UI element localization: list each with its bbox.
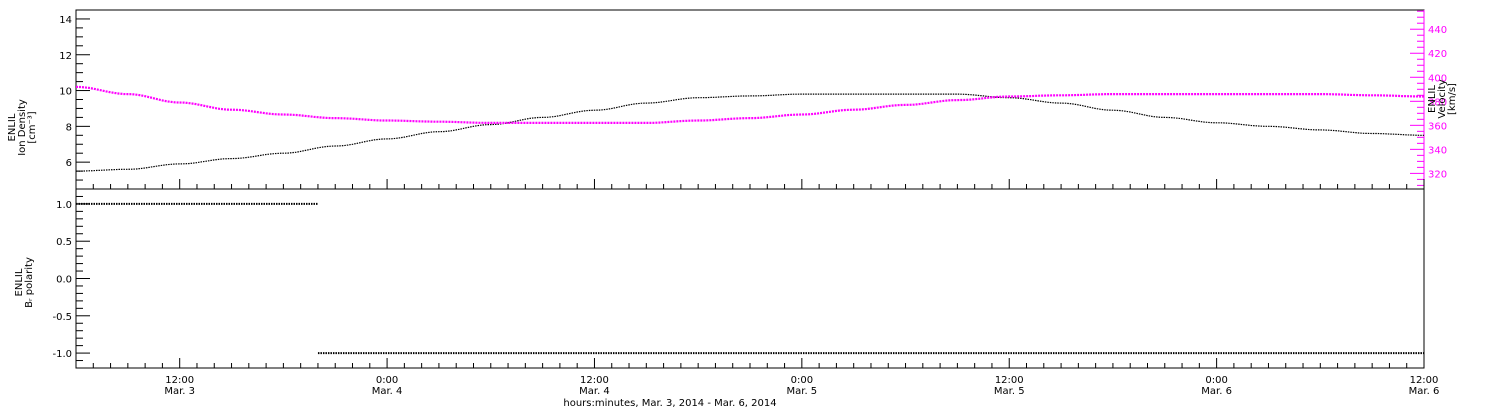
- top-left-tick-label: 10: [59, 87, 72, 98]
- top-right-ylabel-line: Velocity: [1437, 79, 1448, 118]
- x-axis-title: hours:minutes, Mar. 3, 2014 - Mar. 6, 20…: [563, 398, 776, 409]
- x-tick-date-label: Mar. 6: [1409, 386, 1440, 397]
- top-right-tick-label: 380: [1428, 97, 1447, 108]
- x-tick-date-label: Mar. 4: [372, 386, 403, 397]
- x-tick-date-label: Mar. 6: [1201, 386, 1232, 397]
- bottom-ylabel-line: ENLIL: [14, 268, 25, 296]
- top-right-tick-label: 340: [1428, 145, 1447, 156]
- bottom-ylabel-line: Bᵣ polarity: [24, 257, 35, 308]
- x-tick-time-label: 0:00: [791, 375, 813, 386]
- top-right-tick-label: 360: [1428, 121, 1447, 132]
- bottom-left-tick-label: -0.5: [52, 312, 72, 323]
- top-left-ylabel-line: [cm⁻³]: [27, 111, 38, 143]
- bottom-left-tick-label: 0.0: [56, 275, 72, 286]
- top-right-tick-label: 420: [1428, 49, 1447, 60]
- top-right-tick-label: 400: [1428, 73, 1447, 84]
- x-tick-date-label: Mar. 4: [579, 386, 610, 397]
- top-panel-frame: [75, 9, 1425, 190]
- top-right-ylabel: ENLIL Velocity [km/s]: [1427, 79, 1458, 118]
- data-series: [75, 85, 1424, 355]
- axis-labels: 6 8 10 12 14 320 340 360 380 400 420 440 -1.0 -0.5 0.0…: [7, 15, 1458, 409]
- x-tick-time-label: 0:00: [1205, 375, 1227, 386]
- x-tick-time-label: 12:00: [995, 375, 1024, 386]
- x-tick-time-label: 12:00: [580, 375, 609, 386]
- axis-ticks: [75, 9, 1425, 368]
- top-left-tick-label: 6: [66, 158, 72, 169]
- top-right-ylabel-line: [km/s]: [1447, 83, 1458, 115]
- top-left-ylabel: ENLIL Ion Density [cm⁻³]: [7, 99, 38, 156]
- bottom-panel-frame: [75, 188, 1425, 369]
- top-left-ylabel-line: Ion Density: [17, 99, 28, 156]
- x-tick-date-label: Mar. 3: [164, 386, 195, 397]
- bottom-left-tick-label: 1.0: [56, 200, 72, 211]
- top-right-ylabel-line: ENLIL: [1427, 85, 1438, 113]
- top-left-ylabel-line: ENLIL: [7, 113, 18, 141]
- top-left-tick-label: 12: [59, 51, 72, 62]
- x-tick-date-label: Mar. 5: [787, 386, 818, 397]
- bottom-ylabel: ENLIL Bᵣ polarity: [14, 257, 35, 308]
- x-tick-date-label: Mar. 5: [994, 386, 1025, 397]
- top-left-tick-label: 8: [66, 122, 72, 133]
- bottom-left-tick-label: -1.0: [52, 349, 72, 360]
- x-tick-time-label: 12:00: [1410, 375, 1439, 386]
- top-right-tick-label: 320: [1428, 169, 1447, 180]
- velocity-line: [75, 85, 1424, 124]
- top-left-tick-label: 14: [59, 15, 72, 26]
- x-tick-time-label: 0:00: [376, 375, 398, 386]
- top-right-tick-label: 440: [1428, 25, 1447, 36]
- x-tick-time-label: 12:00: [165, 375, 194, 386]
- density-line: [76, 93, 1424, 172]
- bottom-left-tick-label: 0.5: [56, 237, 72, 248]
